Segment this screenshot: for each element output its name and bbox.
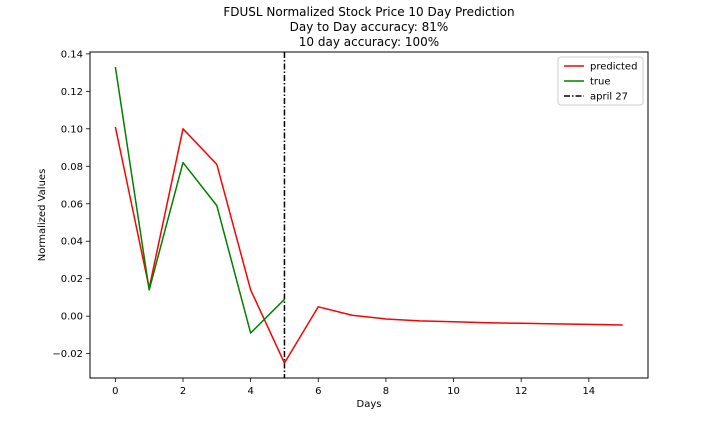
title-line-1: FDUSL Normalized Stock Price 10 Day Pred… bbox=[223, 5, 514, 19]
y-tick-label: 0.00 bbox=[61, 312, 83, 323]
x-tick-label: 10 bbox=[447, 386, 460, 397]
x-axis-ticks: 0 2 4 6 8 10 12 14 bbox=[112, 378, 595, 397]
legend-label-april-27: april 27 bbox=[590, 92, 628, 103]
chart-title: FDUSL Normalized Stock Price 10 Day Pred… bbox=[223, 5, 514, 49]
y-axis-ticks: −0.02 0.00 0.02 0.04 0.06 0.08 0.10 0.12 0.14 bbox=[52, 49, 90, 360]
y-tick-label: 0.06 bbox=[61, 199, 83, 210]
x-tick-label: 2 bbox=[180, 386, 186, 397]
y-tick-label: 0.10 bbox=[61, 124, 83, 135]
series-layer bbox=[114, 66, 623, 364]
y-tick-label: 0.12 bbox=[61, 87, 83, 98]
x-tick-label: 14 bbox=[582, 386, 595, 397]
x-tick-label: 4 bbox=[247, 386, 253, 397]
y-tick-label: −0.02 bbox=[52, 349, 83, 360]
x-tick-label: 0 bbox=[112, 386, 118, 397]
x-axis-label: Days bbox=[357, 399, 382, 410]
y-tick-label: 0.08 bbox=[61, 162, 83, 173]
y-tick-label: 0.04 bbox=[61, 237, 83, 248]
x-tick-label: 6 bbox=[315, 386, 321, 397]
title-line-3: 10 day accuracy: 100% bbox=[299, 35, 439, 49]
y-axis-label: Normalized Values bbox=[37, 169, 48, 262]
legend-label-predicted: predicted bbox=[590, 62, 637, 73]
y-tick-label: 0.14 bbox=[61, 49, 83, 60]
legend-box bbox=[557, 56, 644, 106]
series-line-true bbox=[114, 66, 285, 334]
x-tick-label: 12 bbox=[515, 386, 528, 397]
legend: predicted true april 27 bbox=[557, 56, 644, 106]
x-tick-label: 8 bbox=[383, 386, 389, 397]
y-tick-label: 0.02 bbox=[61, 274, 83, 285]
legend-label-true: true bbox=[590, 77, 611, 88]
title-line-2: Day to Day accuracy: 81% bbox=[290, 20, 449, 34]
axes-frame bbox=[89, 51, 649, 379]
series-line-predicted bbox=[114, 126, 623, 364]
